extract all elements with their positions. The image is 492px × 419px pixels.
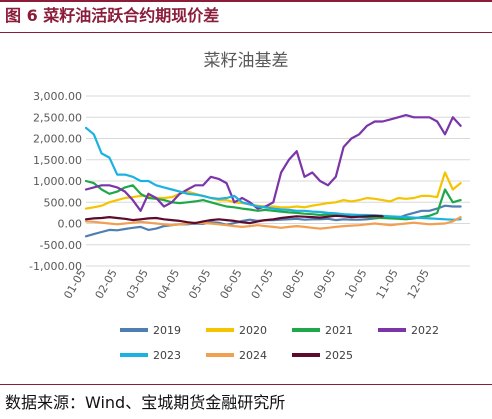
legend-label-2024: 2024 xyxy=(239,349,267,362)
top-accent-line xyxy=(0,0,492,2)
source-divider xyxy=(0,384,492,385)
y-tick-label: -1,000.00 xyxy=(29,260,82,273)
y-tick-label: 1,500.00 xyxy=(33,154,82,167)
x-tick-label: 03-05 xyxy=(124,267,151,301)
title-divider xyxy=(0,32,492,33)
legend: 2019 2020 2021 2022 2023 2024 2025 xyxy=(120,324,439,362)
legend-label-2023: 2023 xyxy=(153,349,181,362)
basis-line-chart: 菜籽油基差 3,000.00 2,500.00 2,000.00 1,500.00 1,… xyxy=(29,51,470,362)
series-line-2023 xyxy=(84,126,462,221)
legend-label-2020: 2020 xyxy=(239,324,267,337)
y-tick-label: 3,000.00 xyxy=(33,90,82,103)
x-tick-label: 02-05 xyxy=(93,267,120,301)
x-tick-label: 11-05 xyxy=(374,267,401,301)
x-tick-label: 10-05 xyxy=(342,267,369,301)
figure-title: 图 6 菜籽油活跃合约期现价差 xyxy=(5,6,220,25)
x-axis-tick-labels: 01-05 02-05 03-05 04-05 05-05 06-05 07-05 08-05… xyxy=(61,267,432,301)
x-tick-label: 06-05 xyxy=(217,267,244,301)
y-tick-label: 500.00 xyxy=(44,196,83,209)
series-line-2021 xyxy=(84,179,462,221)
series-lines xyxy=(84,113,462,238)
y-tick-label: 2,500.00 xyxy=(33,111,82,124)
x-tick-label: 12-05 xyxy=(405,267,432,301)
legend-label-2021: 2021 xyxy=(325,324,353,337)
chart-panel: 菜籽油基差 3,000.00 2,500.00 2,000.00 1,500.00 1,… xyxy=(0,34,492,385)
y-tick-label: 1,000.00 xyxy=(33,175,82,188)
y-tick-label: -500.00 xyxy=(40,239,82,252)
series-line-2024 xyxy=(84,216,462,230)
series-line-2025 xyxy=(84,214,384,225)
y-tick-label: 0.00 xyxy=(58,218,83,231)
legend-label-2019: 2019 xyxy=(153,324,181,337)
series-line-2022 xyxy=(84,113,462,212)
x-tick-label: 07-05 xyxy=(249,267,276,301)
y-tick-label: 2,000.00 xyxy=(33,133,82,146)
legend-label-2022: 2022 xyxy=(411,324,439,337)
source-note: 数据来源：Wind、宝城期货金融研究所 xyxy=(5,393,286,412)
x-tick-label: 05-05 xyxy=(186,267,213,301)
x-tick-label: 09-05 xyxy=(311,267,338,301)
legend-label-2025: 2025 xyxy=(325,349,353,362)
y-axis-tick-labels: 3,000.00 2,500.00 2,000.00 1,500.00 1,000.00… xyxy=(29,90,82,273)
chart-title: 菜籽油基差 xyxy=(204,51,289,71)
x-tick-label: 04-05 xyxy=(155,267,182,301)
x-tick-label: 08-05 xyxy=(280,267,307,301)
